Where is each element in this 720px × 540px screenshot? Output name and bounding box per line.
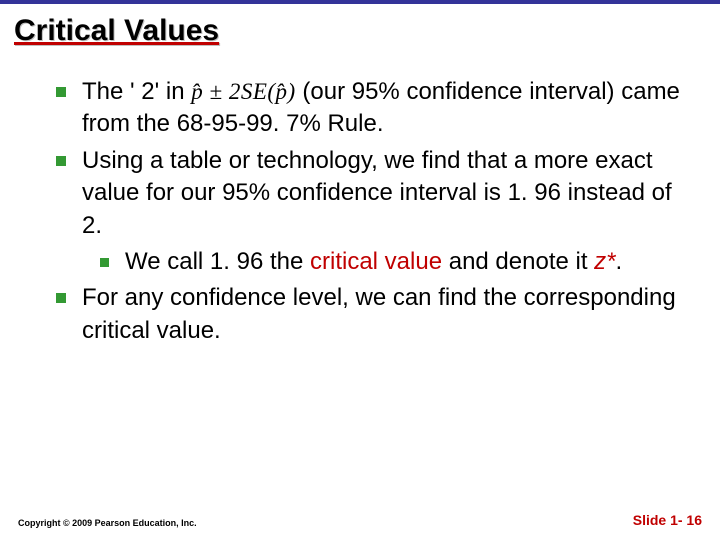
b2a-zstar: z*	[594, 248, 615, 275]
slide-number: Slide 1- 16	[633, 512, 702, 528]
bullet-2a: We call 1. 96 the critical value and den…	[100, 246, 680, 278]
bullet-2: Using a table or technology, we find tha…	[56, 145, 680, 242]
b2a-post: .	[616, 248, 623, 275]
bullet-3-text: For any confidence level, we can find th…	[82, 282, 680, 347]
b2a-pre: We call 1. 96 the	[125, 248, 310, 275]
bullet-1-text: The ' 2' in p̂ ± 2SE(p̂) (our 95% confid…	[82, 76, 680, 141]
content-area: The ' 2' in p̂ ± 2SE(p̂) (our 95% confid…	[56, 76, 680, 347]
b2a-mid: and denote it	[442, 248, 594, 275]
b1-formula: p̂ ± 2SE(p̂)	[191, 79, 296, 104]
bullet-2-text: Using a table or technology, we find tha…	[82, 145, 680, 242]
copyright-text: Copyright © 2009 Pearson Education, Inc.	[18, 518, 197, 528]
footer: Copyright © 2009 Pearson Education, Inc.…	[18, 512, 702, 528]
bullet-2a-text: We call 1. 96 the critical value and den…	[125, 246, 680, 278]
bullet-1: The ' 2' in p̂ ± 2SE(p̂) (our 95% confid…	[56, 76, 680, 141]
top-accent-bar	[0, 0, 720, 4]
bullet-icon	[56, 87, 66, 97]
bullet-3: For any confidence level, we can find th…	[56, 282, 680, 347]
slide-title: Critical Values	[14, 14, 219, 48]
bullet-icon	[100, 258, 109, 267]
bullet-icon	[56, 156, 66, 166]
bullet-icon	[56, 293, 66, 303]
b2a-critical-value: critical value	[310, 248, 442, 275]
b1-pre: The ' 2' in	[82, 78, 191, 105]
